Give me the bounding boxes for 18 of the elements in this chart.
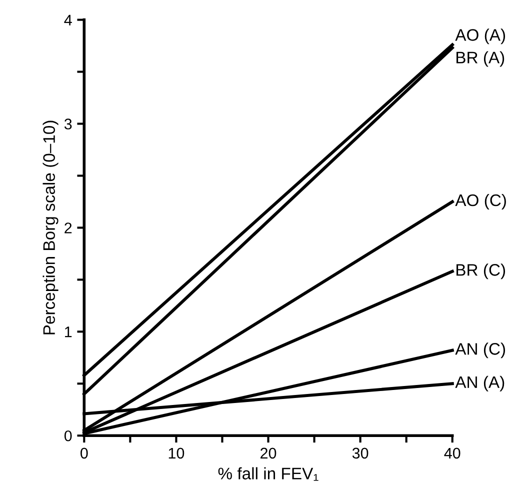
series-label: AO (C) <box>455 194 506 210</box>
series-label: AO (A) <box>455 28 506 44</box>
series-label: BR (A) <box>456 51 504 67</box>
y-tick-label: 1 <box>65 326 72 338</box>
y-tick-label: 2 <box>64 222 72 234</box>
x-tick-label: 0 <box>80 448 88 459</box>
x-tick-label: 10 <box>168 448 184 459</box>
x-tick-label: 20 <box>260 448 276 459</box>
series-label: AN (A) <box>455 376 504 392</box>
y-tick-label: 3 <box>64 118 72 130</box>
x-axis-title: % fall in FEV₁ <box>218 467 318 481</box>
y-tick-label: 0 <box>64 430 72 442</box>
series-label: AN (C) <box>455 342 506 358</box>
y-axis-title: Perception Borg scale (0–10) <box>42 120 58 334</box>
y-tick-label: 4 <box>64 14 72 26</box>
x-tick-label: 30 <box>352 448 368 459</box>
x-tick-label: 40 <box>444 448 460 459</box>
series-label: BR (C) <box>456 264 506 280</box>
